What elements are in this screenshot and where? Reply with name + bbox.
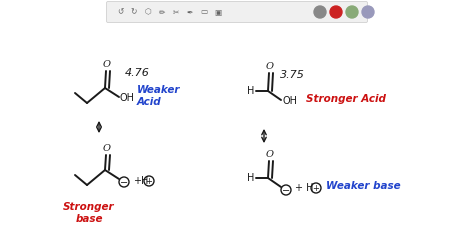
- Text: O: O: [266, 150, 274, 159]
- Circle shape: [346, 6, 358, 18]
- Text: + H: + H: [295, 183, 313, 193]
- Text: OH: OH: [283, 96, 298, 106]
- Text: OH: OH: [120, 93, 135, 103]
- Text: +: +: [146, 177, 153, 186]
- Text: +: +: [312, 184, 319, 193]
- Text: ↻: ↻: [131, 7, 137, 17]
- Circle shape: [330, 6, 342, 18]
- Text: ✂: ✂: [173, 7, 179, 17]
- Text: −: −: [120, 178, 128, 187]
- Text: O: O: [103, 144, 111, 153]
- Circle shape: [314, 6, 326, 18]
- Circle shape: [362, 6, 374, 18]
- Text: Stronger
base: Stronger base: [63, 202, 115, 224]
- Text: ▣: ▣: [214, 7, 222, 17]
- Text: 3.75: 3.75: [280, 70, 305, 80]
- Text: +H: +H: [133, 176, 148, 186]
- Text: H: H: [246, 86, 254, 96]
- Text: H: H: [246, 173, 254, 183]
- Text: ▭: ▭: [201, 7, 208, 17]
- Text: O: O: [103, 60, 111, 69]
- Text: Stronger Acid: Stronger Acid: [306, 94, 386, 104]
- Text: ↺: ↺: [117, 7, 123, 17]
- Text: ✒: ✒: [187, 7, 193, 17]
- Text: Weaker base: Weaker base: [326, 181, 401, 191]
- Text: 4.76: 4.76: [125, 68, 150, 78]
- Text: ⬡: ⬡: [145, 7, 151, 17]
- FancyBboxPatch shape: [107, 1, 367, 22]
- Text: O: O: [266, 62, 274, 71]
- Text: Weaker
Acid: Weaker Acid: [137, 85, 181, 107]
- Text: ✏: ✏: [159, 7, 165, 17]
- Text: −: −: [282, 185, 290, 195]
